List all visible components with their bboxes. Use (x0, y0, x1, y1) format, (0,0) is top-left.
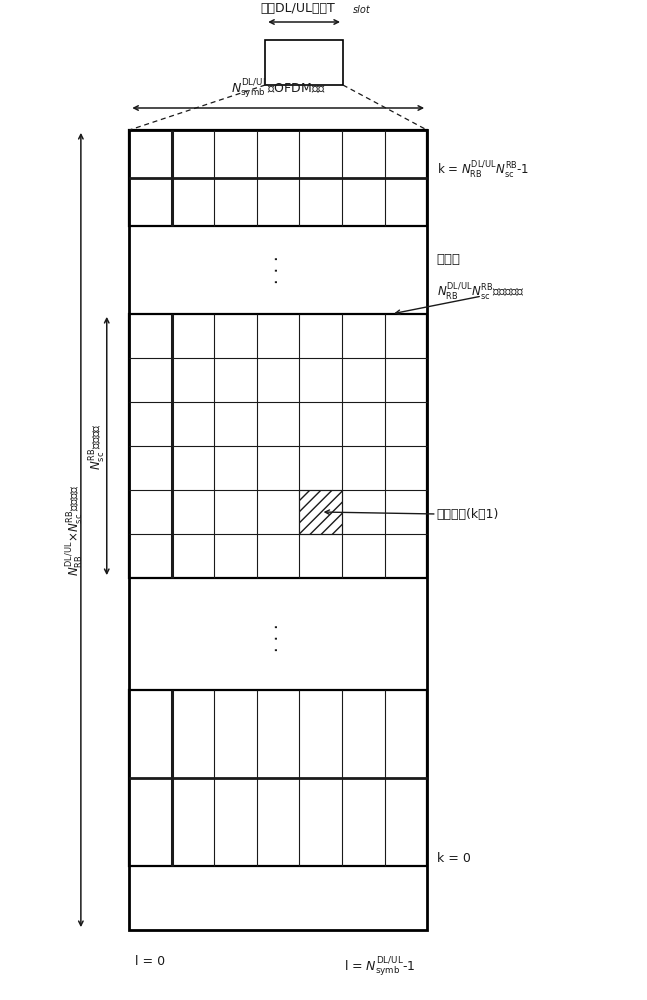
Bar (129, 690, 427, 866)
Bar (265, 40, 343, 85)
Text: $N_{\rm sc}^{\rm RB}$个子载波: $N_{\rm sc}^{\rm RB}$个子载波 (88, 422, 109, 470)
Bar (129, 130, 427, 226)
Text: · · ·: · · · (269, 624, 287, 652)
Text: 资源块: 资源块 (437, 253, 461, 266)
Bar (129, 130, 427, 930)
Text: 一个DL/UL时隙T: 一个DL/UL时隙T (260, 2, 335, 15)
Text: · · ·: · · · (269, 256, 287, 284)
Text: 资源元素(k，1): 资源元素(k，1) (437, 507, 499, 520)
Text: slot: slot (353, 5, 370, 15)
Text: $N_{\rm symb}^{\rm DL/UL}$个OFDM符号: $N_{\rm symb}^{\rm DL/UL}$个OFDM符号 (231, 77, 325, 101)
Text: l = $N_{\rm symb}^{\rm DL/UL}$-1: l = $N_{\rm symb}^{\rm DL/UL}$-1 (344, 955, 415, 979)
Text: l = 0: l = 0 (135, 955, 165, 968)
Text: $N_{\rm RB}^{\rm DL/UL}$$N_{\rm sc}^{\rm RB}$个资源元素: $N_{\rm RB}^{\rm DL/UL}$$N_{\rm sc}^{\rm… (437, 282, 524, 302)
Bar (129, 314, 427, 578)
Text: k = $N_{\rm RB}^{\rm DL/UL}$$N_{\rm sc}^{\rm RB}$-1: k = $N_{\rm RB}^{\rm DL/UL}$$N_{\rm sc}^… (437, 160, 529, 180)
Bar (300, 490, 342, 534)
Text: k = 0: k = 0 (437, 851, 470, 864)
Text: $N_{\rm RB}^{\rm DL/UL}$$\times$$N_{\rm sc}^{\rm RB}$个子载波: $N_{\rm RB}^{\rm DL/UL}$$\times$$N_{\rm … (64, 484, 85, 576)
